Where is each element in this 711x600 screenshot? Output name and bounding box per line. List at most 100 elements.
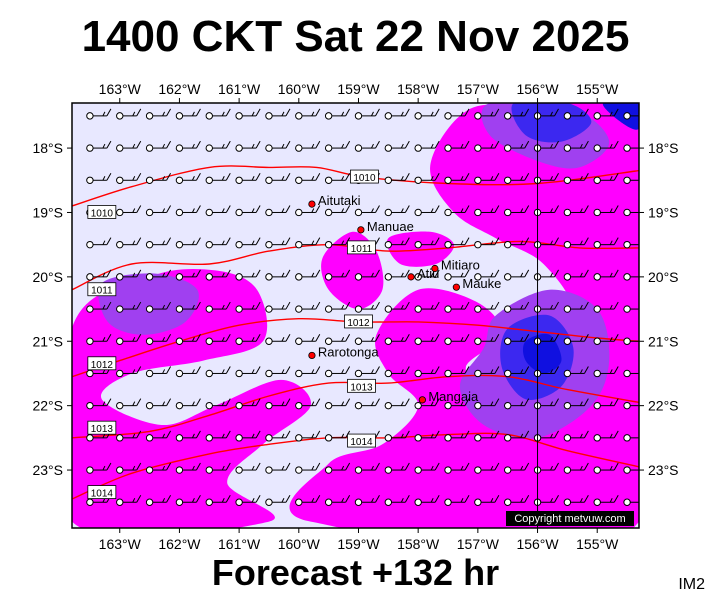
map-frame [71, 102, 640, 529]
wind-barb [623, 466, 639, 474]
wind-barb [175, 140, 201, 152]
wind-barb [116, 205, 142, 217]
isobar-label: 1014 [87, 485, 117, 500]
wind-barb [295, 366, 321, 378]
wind-barb [533, 237, 559, 249]
wind-barb [414, 173, 440, 184]
wind-barb [145, 205, 172, 217]
wind-barb [384, 237, 410, 249]
wind-barb [503, 269, 530, 281]
wind-barb [175, 237, 201, 249]
wind-barb [503, 140, 530, 152]
rain-area-heavy [511, 103, 592, 143]
wind-barb [503, 301, 530, 313]
wind-barb [563, 366, 589, 378]
wind-barb [295, 430, 321, 442]
wind-barb [623, 337, 639, 345]
isobar-label-text: 1013 [350, 382, 373, 393]
wind-barb [444, 237, 470, 249]
isobar-label-text: 1011 [91, 286, 113, 297]
isobar-label: 1010 [87, 205, 117, 219]
isobar-label-text: 1010 [91, 208, 114, 219]
wind-barb [205, 398, 231, 410]
wind-barb [503, 462, 530, 474]
wind-barb [593, 494, 619, 506]
isobar-label-layer: 1010 1010 1011 1011 1012 1012 1013 1013 1014 1014 [87, 169, 379, 500]
place-label: Mitiaro [441, 257, 480, 272]
wind-barb [295, 140, 321, 152]
wind-barb [563, 301, 589, 313]
wind-barb [444, 269, 470, 281]
wind-barb [86, 334, 112, 345]
wind-barb [116, 334, 142, 345]
wind-barb [145, 430, 172, 442]
wind-barb [205, 334, 231, 345]
wind-barb [324, 398, 351, 410]
wind-barb [354, 301, 380, 313]
wind-barb [235, 205, 261, 217]
wind-barb [86, 108, 112, 120]
wind-barb [324, 108, 351, 120]
wind-barb [145, 269, 172, 281]
lat-tick-label-left: 19°S [32, 204, 63, 220]
lat-tick-label-right: 21°S [648, 333, 679, 349]
copyright-text: Copyright metvuw.com [514, 513, 625, 525]
wind-barb [354, 462, 380, 474]
wind-barb [593, 108, 619, 120]
wind-barb [593, 205, 619, 217]
place-marker [407, 273, 415, 281]
lat-tick-label-left: 20°S [32, 269, 63, 285]
wind-barb [265, 494, 291, 506]
wind-barb [145, 462, 172, 474]
wind-barb [503, 430, 530, 442]
wind-barb [235, 366, 261, 378]
wind-barb [384, 205, 410, 217]
wind-barb [384, 462, 410, 474]
place-rarotonga: Rarotonga [308, 344, 379, 359]
wind-barb [295, 462, 321, 474]
wind-barb [563, 140, 589, 152]
wind-barb [145, 494, 172, 506]
wind-barb [235, 430, 261, 442]
wind-barb [563, 237, 589, 249]
wind-barb [175, 173, 201, 184]
wind-barb [145, 398, 172, 410]
wind-barb [175, 494, 201, 506]
place-mangaia: Mangaia [418, 389, 479, 404]
isobar-label-text: 1010 [353, 173, 376, 184]
isobar-label: 1012 [87, 356, 117, 371]
wind-barb [593, 430, 619, 442]
wind-barb [623, 273, 639, 281]
wind-barb [593, 462, 619, 474]
wind-barb [474, 398, 500, 410]
wind-barb [474, 430, 500, 442]
wind-barb [444, 398, 470, 410]
wind-barb [295, 334, 321, 345]
wind-barb [205, 237, 231, 249]
lon-tick-label-bottom: 158°W [397, 536, 440, 552]
wind-barb [175, 301, 201, 313]
forecast-hour-label: Forecast +132 hr [211, 552, 500, 593]
wind-barb [444, 173, 470, 184]
wind-barb [324, 366, 351, 378]
lon-tick-label-top: 157°W [457, 81, 500, 97]
lon-tick-label-bottom: 160°W [278, 536, 321, 552]
wind-barb [414, 140, 440, 152]
wind-barb [324, 269, 351, 281]
wind-barb [444, 366, 470, 378]
wind-barb [205, 108, 231, 120]
wind-barb [145, 237, 172, 249]
wind-barb [474, 140, 500, 152]
wind-barb [324, 462, 351, 474]
wind-barb [414, 205, 440, 217]
wind-barb [295, 205, 321, 217]
wind-barb [474, 205, 500, 217]
wind-barb [295, 237, 321, 249]
lon-tick-label-top: 155°W [576, 81, 619, 97]
wind-barb [175, 430, 201, 442]
wind-barb [623, 176, 639, 184]
lat-tick-label-right: 22°S [648, 398, 679, 414]
place-label: Mauke [462, 276, 501, 291]
wind-barb [623, 498, 639, 506]
